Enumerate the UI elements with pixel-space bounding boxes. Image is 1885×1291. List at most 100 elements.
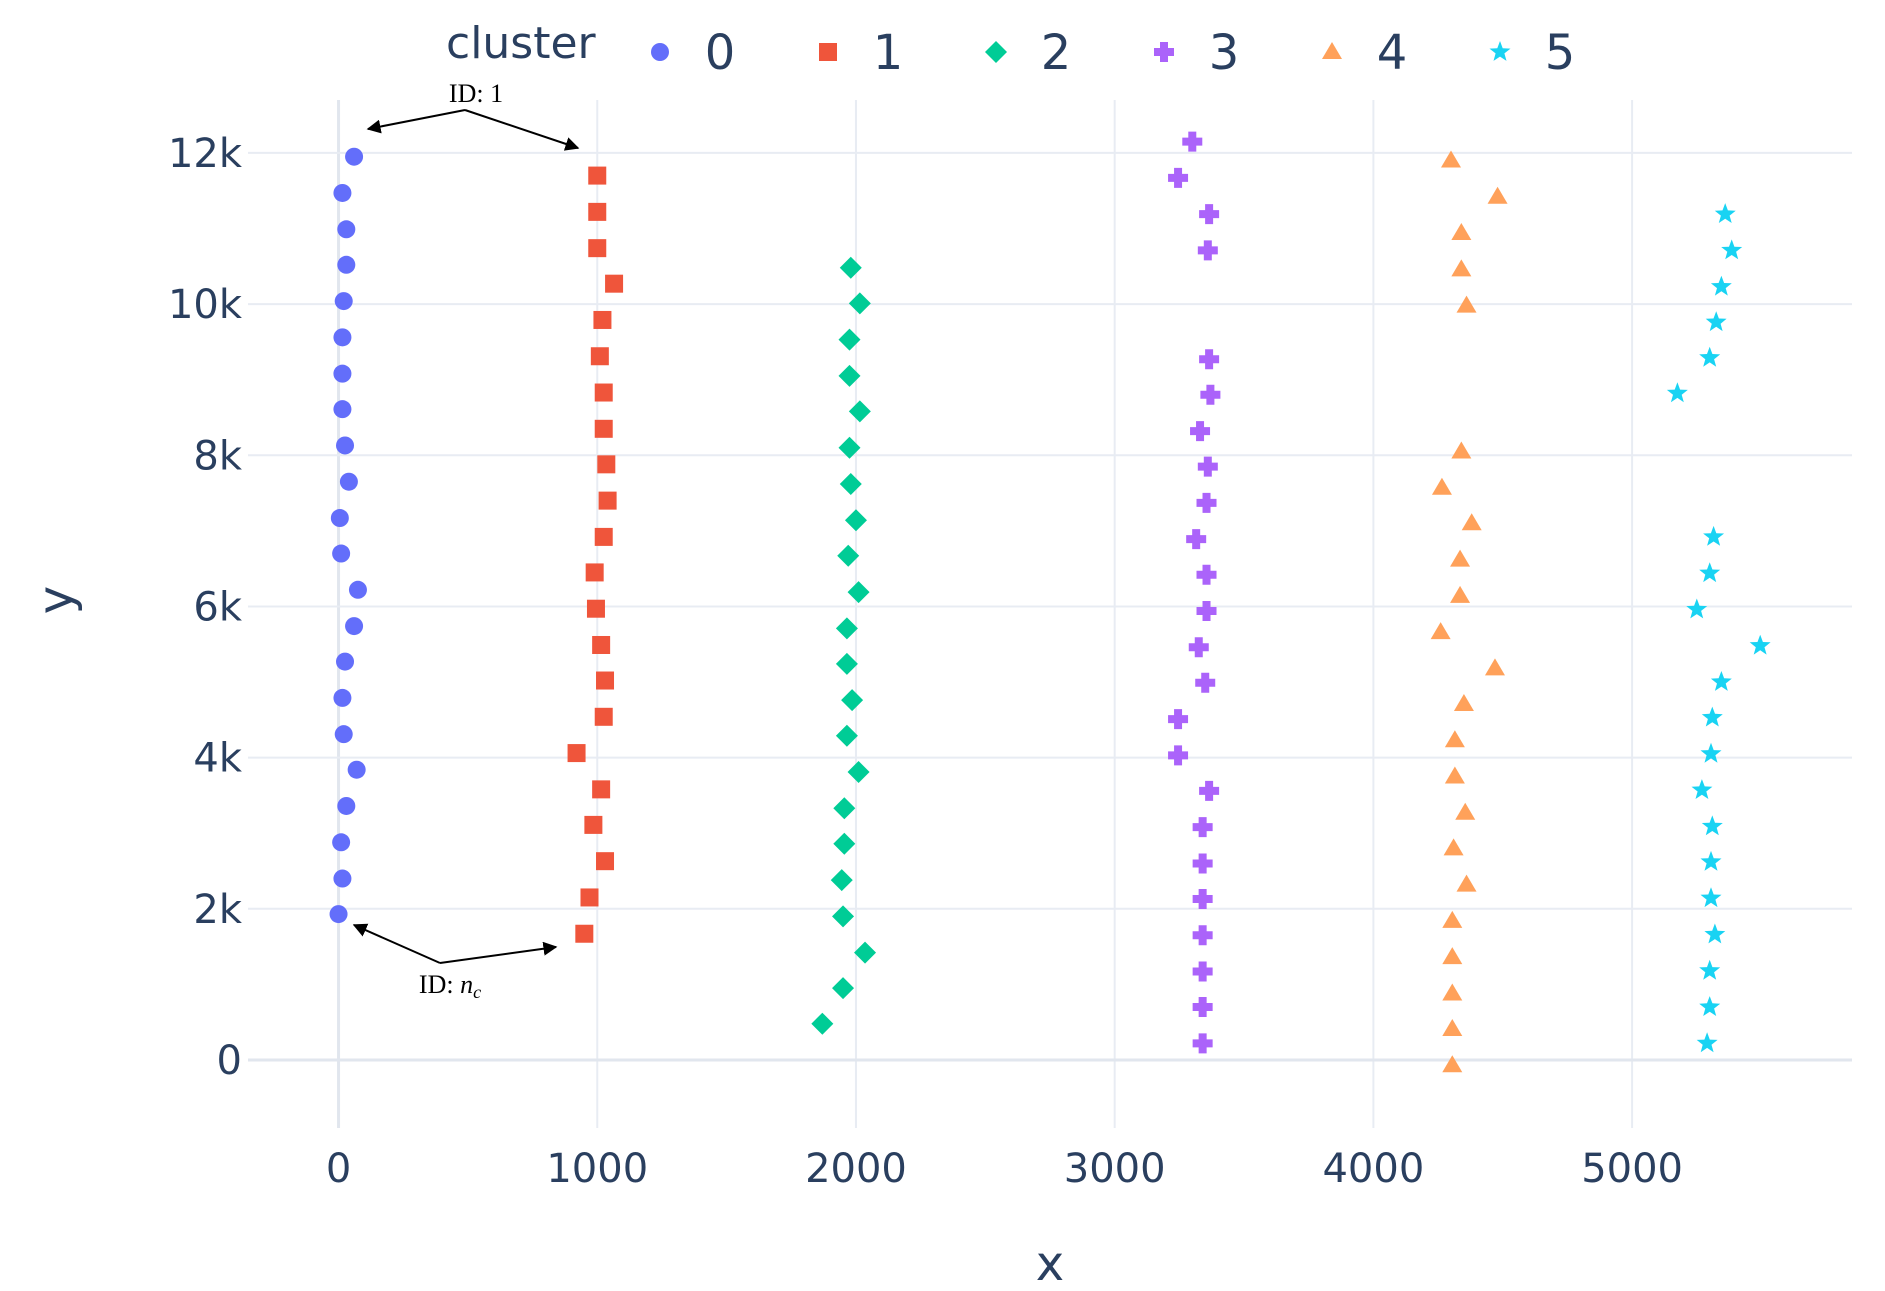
data-point xyxy=(330,509,349,528)
data-point xyxy=(1456,295,1477,313)
data-point xyxy=(1168,167,1189,188)
data-point xyxy=(337,220,356,239)
annotation-arrow-id-1-left xyxy=(366,109,466,134)
data-point xyxy=(1699,562,1721,583)
data-point xyxy=(575,924,594,943)
data-point xyxy=(1451,441,1472,459)
data-point xyxy=(1710,275,1732,296)
legend-title: cluster xyxy=(446,18,597,69)
legend-label: 1 xyxy=(873,25,904,81)
data-point xyxy=(1701,706,1723,727)
legend-item-cluster-1[interactable]: 1 xyxy=(819,25,903,81)
data-point xyxy=(838,436,861,459)
data-point xyxy=(339,472,358,491)
legend-item-cluster-4[interactable]: 4 xyxy=(1322,25,1407,81)
data-point xyxy=(848,400,871,423)
y-tick-label: 6k xyxy=(193,584,242,630)
data-point xyxy=(1182,131,1203,152)
data-point xyxy=(1195,672,1216,693)
x-tick-label: 2000 xyxy=(805,1146,907,1192)
annotation-arrow-id-nc-right xyxy=(439,941,558,964)
data-point xyxy=(1699,346,1721,367)
annotation-arrow-id-1-right xyxy=(464,109,580,151)
data-point xyxy=(1686,598,1708,619)
data-point xyxy=(1484,658,1505,676)
data-point xyxy=(1168,745,1189,766)
y-axis-title: y xyxy=(28,586,84,614)
data-point xyxy=(1192,1033,1213,1054)
data-point xyxy=(598,491,617,510)
series-cluster-5 xyxy=(1666,203,1771,1053)
data-point xyxy=(1701,815,1723,836)
data-point xyxy=(590,347,609,366)
x-tick-label: 5000 xyxy=(1581,1146,1683,1192)
data-point xyxy=(345,147,364,166)
annotation-id-1: ID: 1 xyxy=(449,79,503,108)
data-point xyxy=(1441,150,1461,168)
data-point xyxy=(811,1012,834,1035)
series-cluster-1 xyxy=(567,166,624,943)
annotation-arrow-id-nc-left xyxy=(352,923,441,964)
legend-item-cluster-5[interactable]: 5 xyxy=(1489,25,1576,81)
data-point xyxy=(334,292,353,311)
legend-item-cluster-2[interactable]: 2 xyxy=(985,25,1071,81)
data-point xyxy=(833,832,856,855)
grid xyxy=(248,100,1852,1128)
data-point xyxy=(847,760,870,783)
data-point xyxy=(1450,549,1471,567)
annotations: ID: 1 ID: nc xyxy=(352,79,580,1002)
legend-label: 2 xyxy=(1041,25,1072,81)
data-point xyxy=(1196,492,1217,513)
data-point xyxy=(1487,186,1508,204)
data-point xyxy=(1430,622,1451,640)
legend-label: 3 xyxy=(1209,25,1240,81)
data-point xyxy=(1431,477,1452,495)
data-point xyxy=(588,202,607,221)
data-point xyxy=(1666,382,1688,403)
data-point xyxy=(1703,525,1725,546)
data-point xyxy=(1749,634,1771,655)
data-point xyxy=(854,941,877,964)
data-point xyxy=(1200,384,1221,405)
data-point xyxy=(1192,961,1213,982)
data-point xyxy=(567,744,586,763)
data-point xyxy=(1168,709,1189,730)
data-point xyxy=(848,292,871,315)
data-point xyxy=(594,419,613,438)
data-point xyxy=(1192,853,1213,874)
data-point xyxy=(1442,983,1463,1001)
legend-marker xyxy=(819,43,837,61)
data-point xyxy=(1442,910,1463,928)
legend-item-cluster-3[interactable]: 3 xyxy=(1154,25,1239,81)
data-point xyxy=(586,599,605,618)
legend-marker xyxy=(651,43,669,61)
data-point xyxy=(839,472,862,495)
data-point xyxy=(838,364,861,387)
x-tick-label: 0 xyxy=(326,1146,351,1192)
legend-marker xyxy=(1154,42,1174,62)
series-cluster-0 xyxy=(329,147,367,924)
data-point xyxy=(592,780,611,799)
data-point xyxy=(585,563,604,582)
data-point xyxy=(596,852,615,871)
x-tick-label: 1000 xyxy=(546,1146,648,1192)
legend-marker xyxy=(1489,41,1511,61)
data-point xyxy=(1700,742,1722,763)
series-cluster-2 xyxy=(811,256,877,1035)
legend-label: 4 xyxy=(1377,25,1408,81)
data-point xyxy=(830,869,853,892)
data-point xyxy=(332,833,351,852)
data-point xyxy=(1192,997,1213,1018)
data-point xyxy=(333,869,352,888)
data-point xyxy=(345,617,364,636)
data-point xyxy=(580,888,599,907)
y-tick-label: 10k xyxy=(168,282,243,328)
data-point xyxy=(835,724,858,747)
legend-item-cluster-0[interactable]: 0 xyxy=(651,25,735,81)
data-point xyxy=(1700,850,1722,871)
data-point xyxy=(1443,838,1464,856)
data-point xyxy=(837,544,860,567)
data-point xyxy=(1442,1018,1463,1036)
legend[interactable]: cluster 0 1 2 3 4 5 xyxy=(446,18,1575,81)
data-points xyxy=(329,131,1771,1073)
